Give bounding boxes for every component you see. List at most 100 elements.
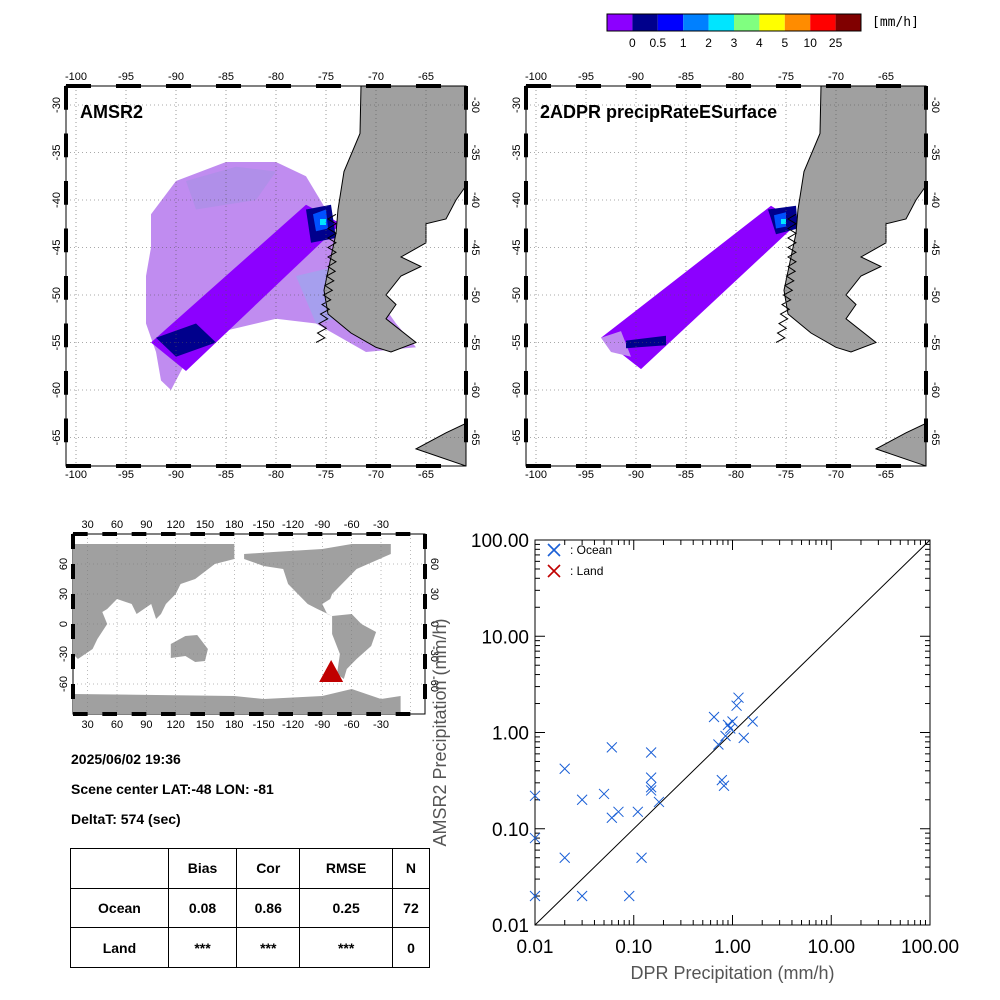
map-frame-tick (776, 84, 801, 88)
map-frame-tick (524, 323, 528, 348)
world-lon-tick-label: -90 (314, 719, 330, 731)
antarctic-peninsula-land (414, 422, 466, 466)
legend-marker (547, 543, 561, 557)
heavy-rain-cell (774, 212, 786, 229)
world-lon-tick-label: 60 (111, 719, 123, 731)
world-frame-tick (395, 712, 411, 716)
moderate-rain-cell (626, 335, 666, 349)
map-lat-tick-label: -35 (929, 145, 941, 161)
map-lat-tick-label: -65 (511, 430, 523, 446)
stats-header-row: Bias Cor RMSE N (70, 848, 431, 889)
map-lon-tick-label: -80 (268, 71, 284, 83)
map-frame-tick (366, 84, 391, 88)
world-frame-tick (131, 532, 147, 536)
scatter-point (623, 890, 635, 902)
stats-header-cell: Bias (167, 848, 238, 889)
map-frame-tick (464, 86, 468, 110)
map-frame-tick (626, 464, 651, 468)
map-frame-tick (216, 464, 241, 468)
antarctic-peninsula-land (874, 422, 926, 466)
world-lon-tick-label: 60 (111, 519, 123, 531)
map-lon-tick-label: -65 (878, 71, 894, 83)
light-rain-patch (186, 166, 276, 210)
south-america-land (332, 614, 377, 679)
map-title: 2ADPR precipRateESurface (540, 102, 777, 122)
legend-label: : Land (570, 564, 603, 578)
map-lat-tick-label: -65 (51, 430, 63, 446)
map-lat-tick-label: -30 (51, 97, 63, 113)
colorbar-swatch (810, 14, 836, 31)
world-frame-tick (71, 654, 75, 669)
scatter-point (727, 716, 738, 727)
scatter-point (645, 785, 657, 796)
scatter-point (645, 747, 657, 758)
map-lat-tick-label: -35 (51, 145, 63, 161)
world-frame-tick (249, 712, 264, 716)
scatter-point (636, 852, 647, 864)
world-frame-tick (366, 532, 381, 536)
map-lon-tick-label: -85 (218, 71, 234, 83)
map-frame-tick (416, 464, 441, 468)
world-frame-tick (278, 712, 293, 716)
world-lon-tick-label: 150 (196, 719, 214, 731)
map-lon-tick-label: -90 (628, 71, 644, 83)
scatter-point (708, 711, 720, 723)
map-lon-tick-label: -85 (218, 469, 234, 481)
map-lon-tick-label: -70 (368, 71, 384, 83)
scatter-point (747, 716, 759, 727)
world-frame-tick (249, 532, 264, 536)
map-frame-tick (524, 371, 528, 395)
scatter-point (613, 806, 624, 818)
colorbar-tick-label: 2 (705, 36, 712, 50)
world-frame-tick (307, 532, 323, 536)
map-lat-tick-label: -40 (469, 192, 481, 208)
world-frame-tick (71, 624, 75, 639)
map-frame-tick (924, 418, 928, 443)
world-frame-tick (73, 712, 88, 716)
map-lat-tick-label: -55 (469, 335, 481, 351)
stats-cell: 0.08 (167, 887, 238, 929)
map-frame-tick (166, 84, 191, 88)
map-title: AMSR2 (80, 102, 143, 122)
map-frame-tick (166, 464, 191, 468)
world-frame-tick (395, 532, 411, 536)
map-lat-tick-label: -65 (929, 430, 941, 446)
colorbar-tick-label: 10 (804, 36, 818, 50)
chile-fjord-coastline (775, 213, 797, 343)
world-frame-tick (190, 712, 205, 716)
map-frame-tick (924, 228, 928, 253)
map-frame-tick (876, 84, 901, 88)
world-lat-tick-label: 60 (428, 558, 440, 570)
stats-row-land: Land *** *** *** 0 (70, 927, 431, 968)
colorbar-swatch (784, 14, 811, 31)
map-lat-tick-label: -45 (511, 240, 523, 256)
map-lon-tick-label: -70 (828, 71, 844, 83)
map-frame-tick (776, 464, 801, 468)
world-frame-tick (131, 712, 147, 716)
map-frame-tick (576, 84, 601, 88)
world-lat-tick-label: 0 (58, 621, 70, 627)
world-frame-tick (307, 712, 323, 716)
world-frame-tick (423, 684, 427, 699)
stats-cell: 0.86 (236, 887, 301, 929)
map-lat-tick-label: -65 (469, 430, 481, 446)
map-frame-tick (64, 133, 68, 158)
map-lon-tick-label: -70 (828, 469, 844, 481)
map-lon-tick-label: -100 (525, 71, 547, 83)
map-lon-tick-label: -65 (878, 469, 894, 481)
map-content (526, 86, 926, 466)
map-frame-tick (876, 464, 901, 468)
scatter-point (718, 780, 730, 792)
dpr-swath (601, 205, 798, 370)
scene-location-marker (319, 660, 344, 682)
map-frame-tick (64, 181, 68, 205)
scatter-point (716, 774, 728, 786)
map-frame-tick (924, 181, 928, 205)
amsr2-map: -100 -100 -95 -95 -90 -90 -85 -85 -80 -80 -75 -75 -7… (51, 71, 481, 481)
scatter-point (738, 732, 750, 744)
map-lat-tick-label: -30 (511, 97, 523, 113)
world-frame-tick (71, 684, 75, 699)
falkland-islands-land (465, 306, 466, 317)
map-content (66, 86, 466, 466)
map-frame-tick (626, 84, 651, 88)
